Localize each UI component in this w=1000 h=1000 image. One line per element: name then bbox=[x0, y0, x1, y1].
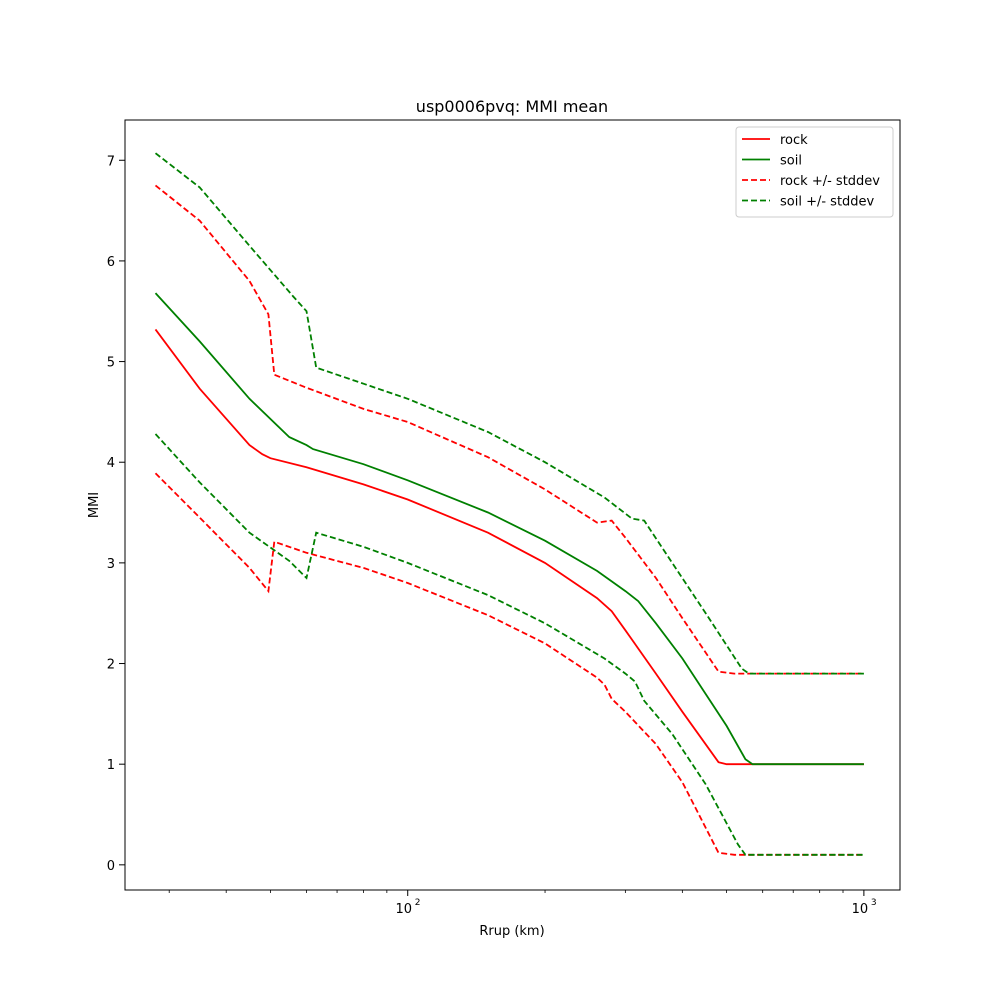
x-tick-label-exp-0: 2 bbox=[415, 898, 421, 908]
series-line-1 bbox=[154, 292, 864, 766]
y-tick-label-6: 6 bbox=[107, 255, 115, 270]
legend-label-2: rock +/- stddev bbox=[780, 174, 880, 189]
series-line-4 bbox=[154, 472, 864, 856]
legend-label-0: rock bbox=[780, 133, 808, 148]
series-line-2 bbox=[154, 184, 864, 675]
chart-title: usp0006pvq: MMI mean bbox=[416, 97, 608, 116]
y-axis-label: MMI bbox=[87, 492, 102, 518]
x-tick-label-1: 10 bbox=[852, 902, 869, 917]
series-line-0 bbox=[154, 328, 864, 766]
y-tick-label-0: 0 bbox=[107, 859, 115, 874]
x-axis-label: Rrup (km) bbox=[479, 924, 544, 939]
legend-box bbox=[735, 126, 894, 218]
legend-label-1: soil bbox=[780, 154, 802, 169]
y-tick-label-1: 1 bbox=[107, 758, 115, 773]
y-tick-label-2: 2 bbox=[107, 658, 115, 673]
y-tick-label-3: 3 bbox=[107, 557, 115, 572]
y-tick-label-5: 5 bbox=[107, 356, 115, 371]
y-tick-label-7: 7 bbox=[107, 154, 115, 169]
x-tick-label-exp-1: 3 bbox=[871, 898, 877, 908]
legend: rock soil rock +/- stddev soil +/- stddev bbox=[735, 126, 894, 218]
series-line-5 bbox=[154, 433, 864, 856]
plot-frame bbox=[124, 119, 901, 891]
legend-label-3: soil +/- stddev bbox=[780, 195, 875, 210]
series-layer bbox=[154, 152, 864, 856]
x-tick-label-0: 10 bbox=[395, 902, 412, 917]
y-tick-label-4: 4 bbox=[107, 456, 115, 471]
